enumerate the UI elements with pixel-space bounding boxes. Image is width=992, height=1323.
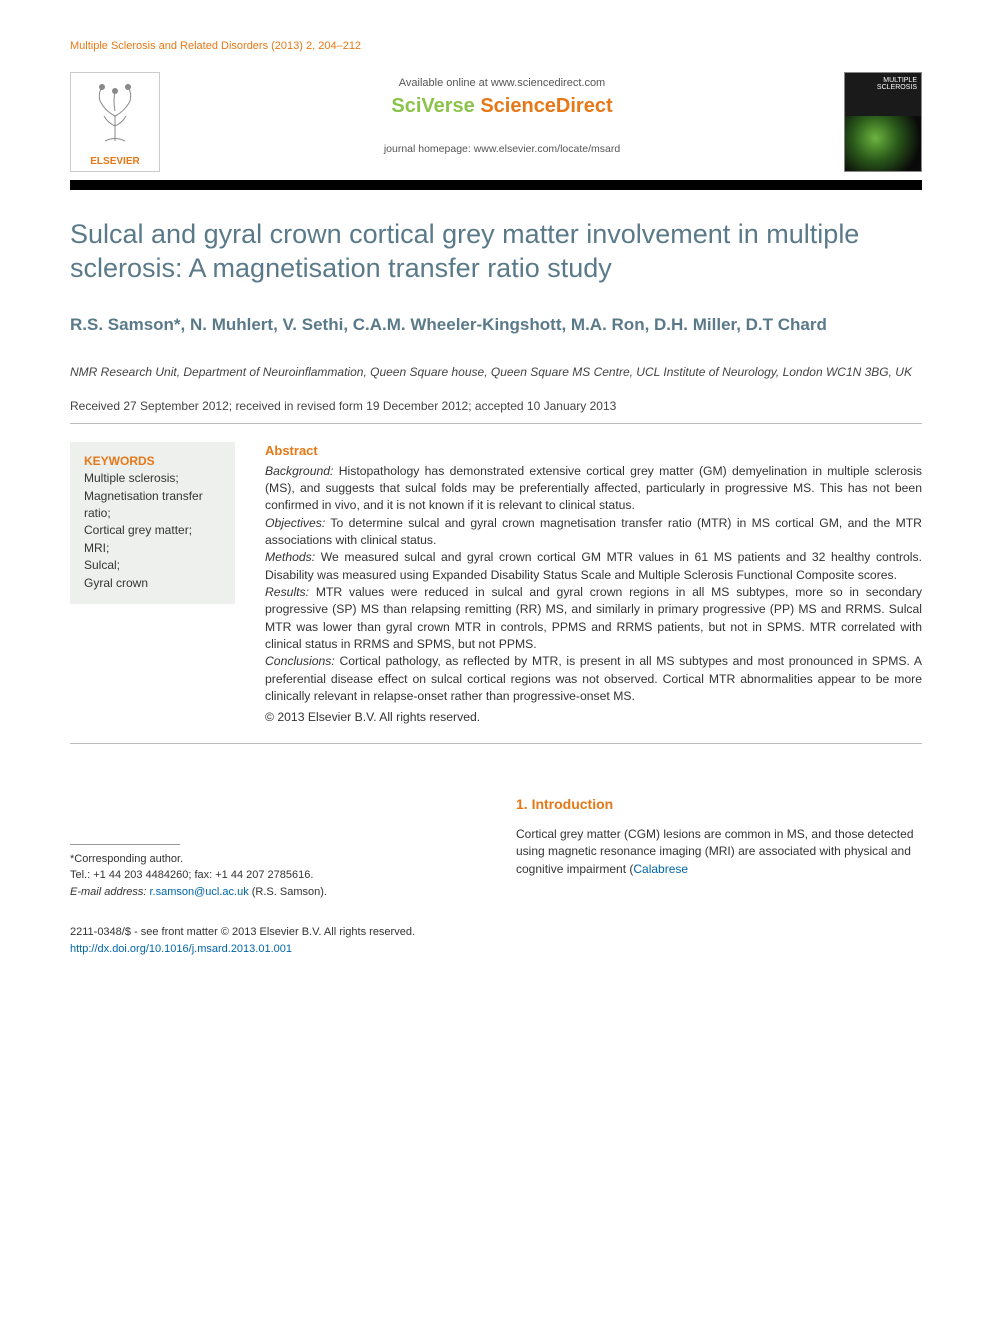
black-divider: [70, 180, 922, 190]
elsevier-logo: ELSEVIER: [70, 72, 160, 172]
email-line: E-mail address: r.samson@ucl.ac.uk (R.S.…: [70, 884, 476, 901]
background-text: Histopathology has demonstrated extensiv…: [265, 464, 922, 513]
abstract-text: Abstract Background: Histopathology has …: [265, 442, 922, 726]
abstract-container: KEYWORDS Multiple sclerosis; Magnetisati…: [70, 424, 922, 743]
article-title: Sulcal and gyral crown cortical grey mat…: [70, 218, 922, 286]
keywords-heading: KEYWORDS: [84, 454, 221, 468]
email-label: E-mail address:: [70, 886, 146, 898]
email-suffix: (R.S. Samson).: [249, 886, 327, 898]
results-text: MTR values were reduced in sulcal and gy…: [265, 585, 922, 651]
header-center: Available online at www.sciencedirect.co…: [175, 72, 829, 155]
conclusions-label: Conclusions:: [265, 654, 335, 668]
footnote-rule: [70, 844, 180, 845]
keywords-box: KEYWORDS Multiple sclerosis; Magnetisati…: [70, 442, 235, 604]
introduction-heading: 1. Introduction: [516, 794, 922, 814]
running-head: Multiple Sclerosis and Related Disorders…: [70, 40, 922, 52]
abstract-methods: Methods: We measured sulcal and gyral cr…: [265, 549, 922, 584]
front-matter-info: 2211-0348/$ - see front matter © 2013 El…: [70, 924, 922, 957]
email-link[interactable]: r.samson@ucl.ac.uk: [149, 886, 248, 898]
elsevier-tree-icon: [80, 81, 150, 146]
keywords-list: Multiple sclerosis; Magnetisation transf…: [84, 470, 221, 592]
sciverse-prefix: SciVerse: [391, 95, 480, 117]
doi-link[interactable]: http://dx.doi.org/10.1016/j.msard.2013.0…: [70, 943, 292, 955]
journal-cover-thumbnail: MULTIPLE SCLEROSIS: [844, 72, 922, 172]
objectives-label: Objectives:: [265, 516, 325, 530]
introduction-text: Cortical grey matter (CGM) lesions are c…: [516, 826, 922, 878]
tel-fax: Tel.: +1 44 203 4484260; fax: +1 44 207 …: [70, 867, 476, 884]
right-column: 1. Introduction Cortical grey matter (CG…: [516, 794, 922, 901]
cover-image-icon: [845, 116, 921, 171]
objectives-text: To determine sulcal and gyral crown magn…: [265, 516, 922, 547]
authors-line: R.S. Samson*, N. Muhlert, V. Sethi, C.A.…: [70, 314, 922, 337]
results-label: Results:: [265, 585, 309, 599]
citation-link[interactable]: Calabrese: [633, 862, 688, 876]
methods-label: Methods:: [265, 550, 315, 564]
sciverse-logo: SciVerse ScienceDirect: [175, 95, 829, 118]
front-matter-line: 2211-0348/$ - see front matter © 2013 El…: [70, 924, 922, 941]
cover-title: MULTIPLE SCLEROSIS: [849, 77, 917, 91]
journal-homepage-text: journal homepage: www.elsevier.com/locat…: [175, 143, 829, 155]
elsevier-logo-text: ELSEVIER: [90, 156, 139, 167]
intro-body: Cortical grey matter (CGM) lesions are c…: [516, 827, 914, 876]
abstract-copyright: © 2013 Elsevier B.V. All rights reserved…: [265, 709, 922, 726]
conclusions-text: Cortical pathology, as reflected by MTR,…: [265, 654, 922, 703]
methods-text: We measured sulcal and gyral crown corti…: [265, 550, 922, 581]
header-bar: ELSEVIER Available online at www.science…: [70, 72, 922, 172]
abstract-heading: Abstract: [265, 442, 922, 460]
corresponding-author-note: *Corresponding author.: [70, 851, 476, 868]
abstract-background: Background: Histopathology has demonstra…: [265, 463, 922, 515]
abstract-objectives: Objectives: To determine sulcal and gyra…: [265, 515, 922, 550]
left-column: *Corresponding author. Tel.: +1 44 203 4…: [70, 794, 476, 901]
sciverse-suffix: ScienceDirect: [480, 95, 612, 117]
body-columns: *Corresponding author. Tel.: +1 44 203 4…: [70, 794, 922, 901]
background-label: Background:: [265, 464, 333, 478]
available-online-text: Available online at www.sciencedirect.co…: [175, 77, 829, 89]
affiliation: NMR Research Unit, Department of Neuroin…: [70, 364, 922, 381]
abstract-conclusions: Conclusions: Cortical pathology, as refl…: [265, 653, 922, 705]
footnotes: *Corresponding author. Tel.: +1 44 203 4…: [70, 851, 476, 901]
abstract-results: Results: MTR values were reduced in sulc…: [265, 584, 922, 653]
article-dates: Received 27 September 2012; received in …: [70, 399, 922, 413]
